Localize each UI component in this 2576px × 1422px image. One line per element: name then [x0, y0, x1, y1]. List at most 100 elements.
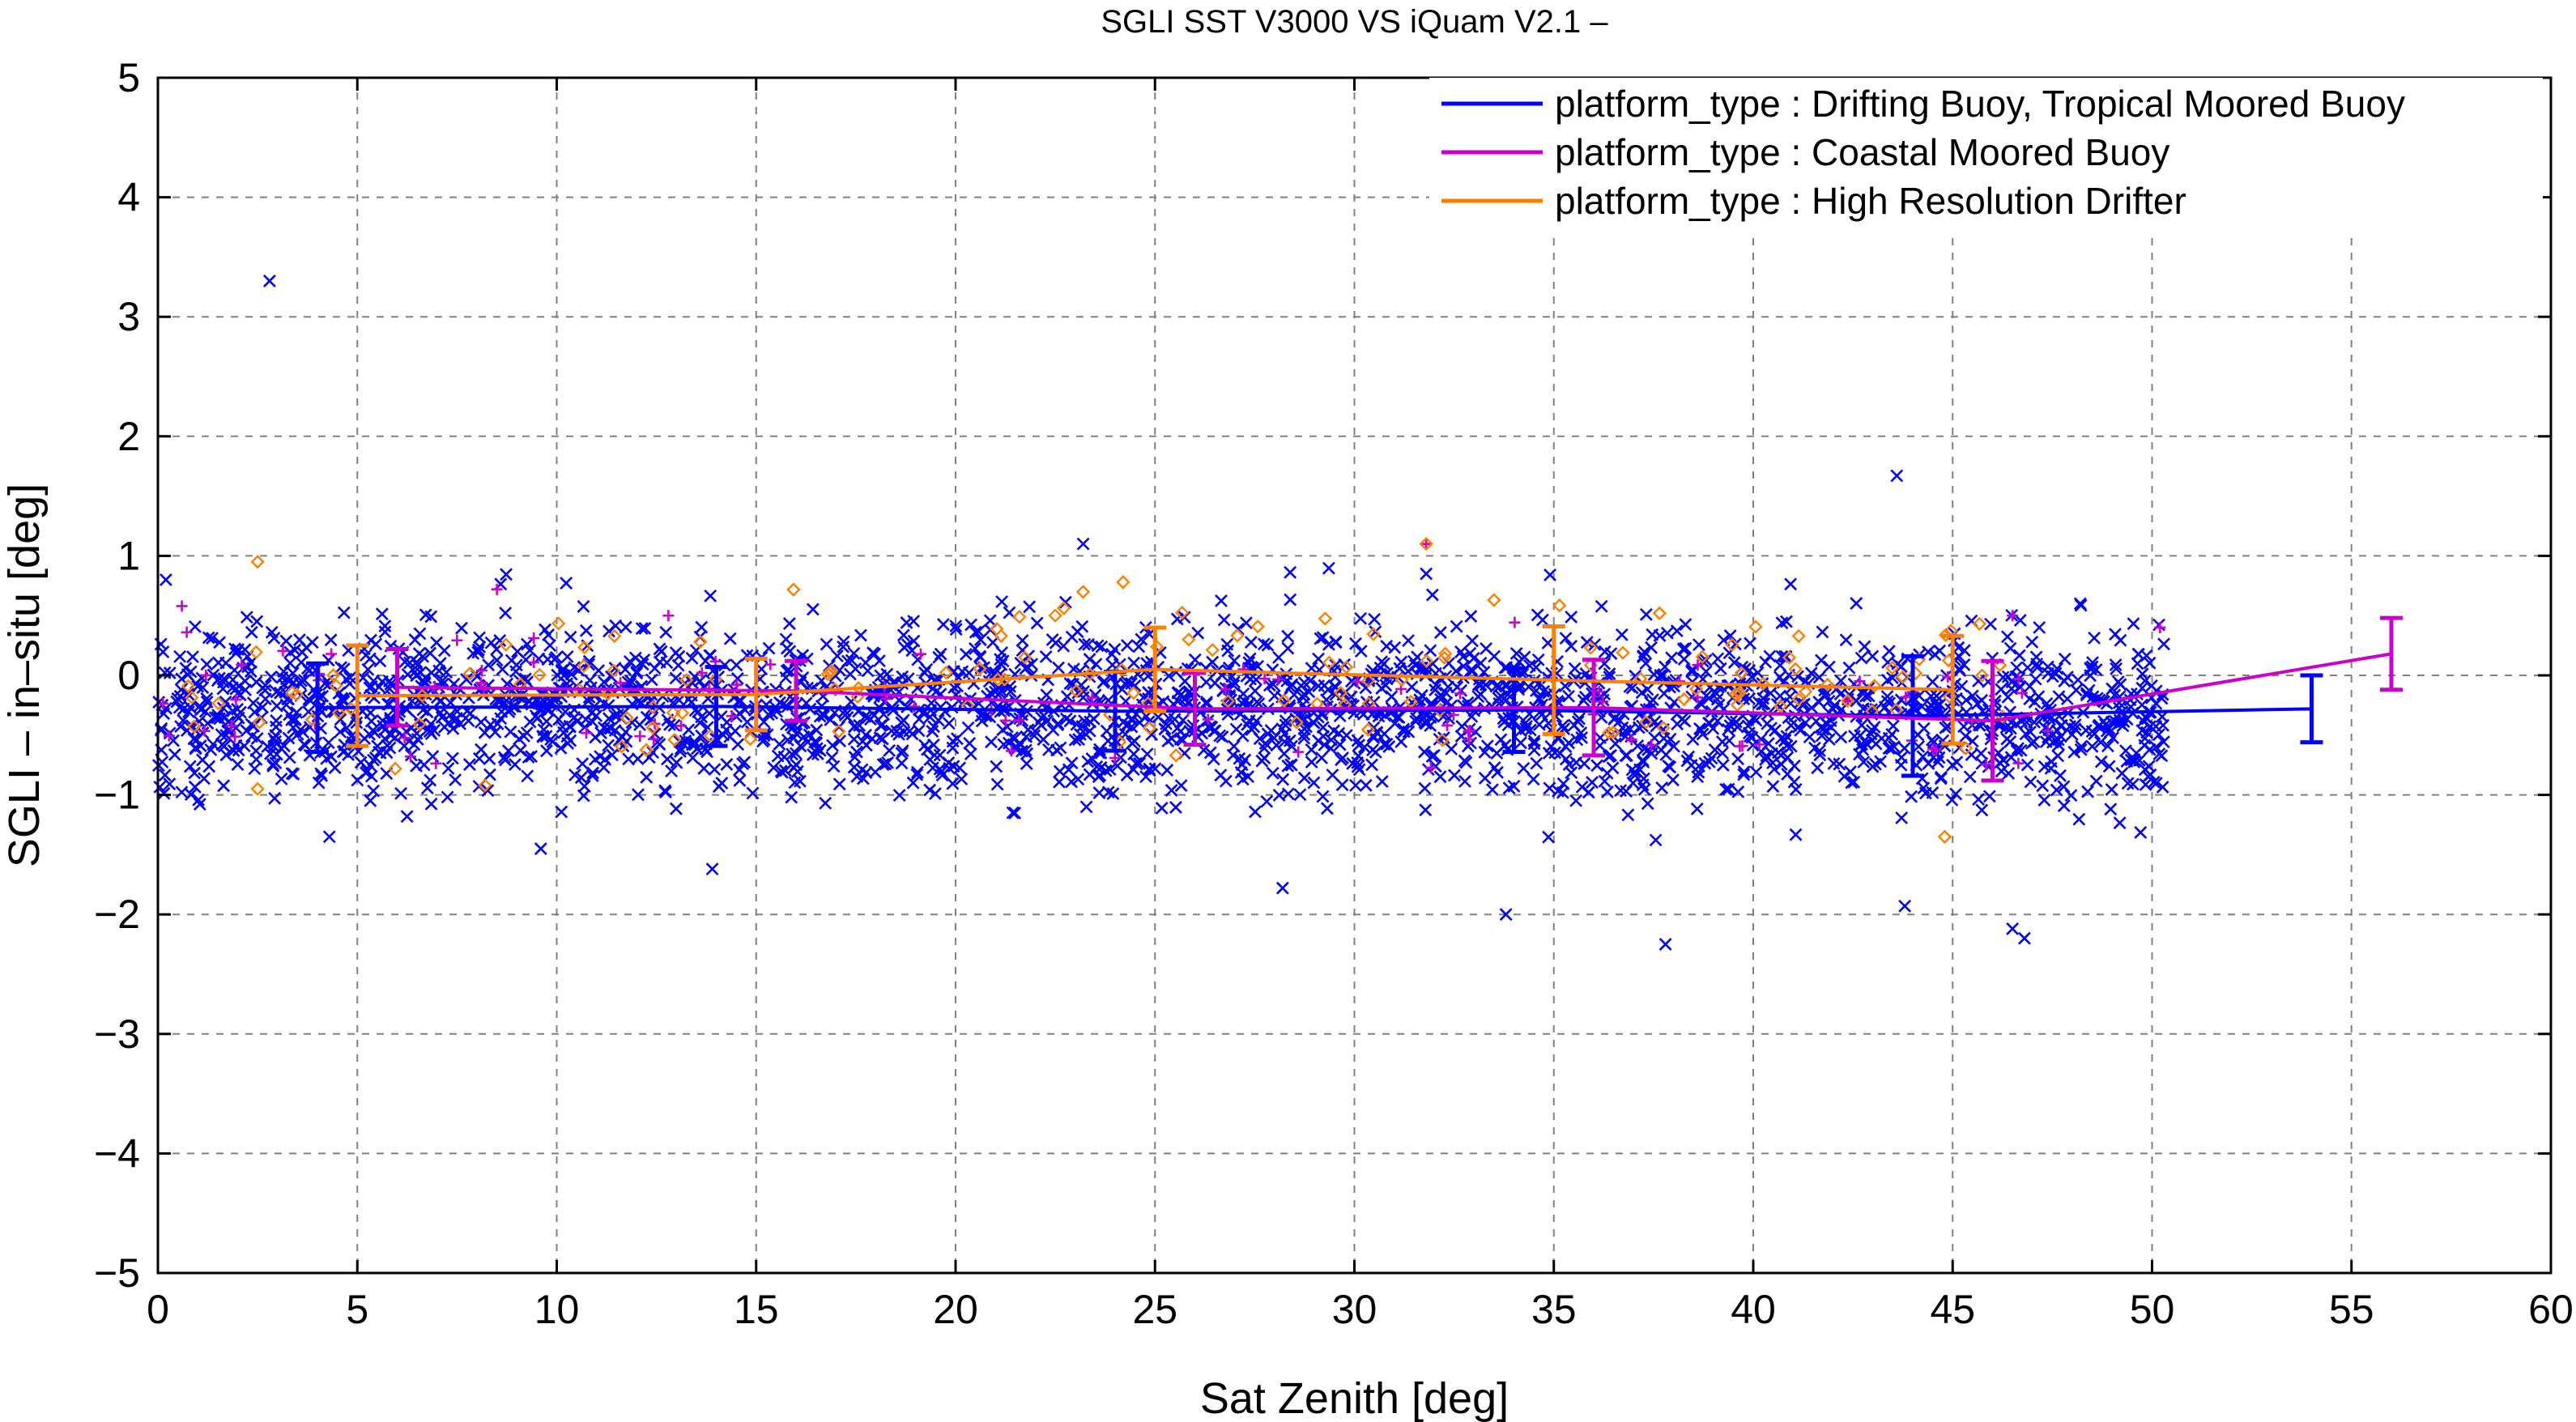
scatter-point	[1847, 775, 1861, 789]
scatter-point	[540, 714, 553, 728]
scatter-point	[2100, 724, 2114, 738]
scatter-point	[1322, 655, 1337, 670]
scatter-point	[1748, 619, 1763, 634]
scatter-point	[1448, 768, 1461, 782]
scatter-point	[1730, 697, 1745, 713]
scatter-point	[1984, 617, 1997, 631]
scatter-point	[740, 715, 754, 729]
scatter-point	[949, 623, 963, 636]
scatter-point	[1100, 724, 1113, 738]
scatter-point	[1957, 720, 1970, 734]
scatter-point	[1639, 657, 1653, 671]
scatter-point	[1419, 654, 1434, 669]
scatter-point	[1360, 674, 1376, 688]
scatter-point	[334, 661, 347, 675]
scatter-point	[1375, 682, 1389, 695]
scatter-point	[1216, 730, 1229, 743]
scatter-point	[1933, 644, 1947, 658]
scatter-point	[1520, 719, 1533, 733]
scatter-point	[1982, 790, 1996, 803]
scatter-point	[1633, 671, 1648, 686]
scatter-point	[1490, 747, 1504, 760]
scatter-point	[1349, 636, 1362, 650]
scatter-point	[1289, 715, 1304, 730]
scatter-point	[513, 743, 527, 757]
scatter-point	[669, 646, 683, 659]
scatter-point	[697, 761, 711, 775]
scatter-point	[675, 720, 687, 732]
scatter-point	[228, 642, 241, 656]
scatter-point	[895, 747, 909, 760]
scatter-point	[232, 643, 245, 656]
scatter-point	[564, 667, 578, 681]
scatter-point	[645, 673, 658, 687]
scatter-point	[648, 733, 660, 745]
scatter-point	[1509, 616, 1521, 628]
scatter-point	[534, 842, 547, 855]
scatter-point	[1174, 779, 1188, 792]
scatter-point	[786, 582, 801, 597]
scatter-point	[1593, 739, 1607, 752]
scatter-point	[2138, 674, 2152, 688]
scatter-point	[827, 760, 841, 773]
scatter-point	[1895, 670, 1910, 684]
scatter-point	[826, 739, 839, 752]
scatter-point	[2054, 768, 2067, 782]
scatter-point	[540, 744, 553, 758]
scatter-point	[632, 788, 645, 802]
scatter-point	[1559, 632, 1573, 645]
scatter-point	[1128, 734, 1142, 748]
scatter-point	[853, 718, 866, 732]
scatter-point	[2109, 658, 2123, 671]
scatter-point	[1339, 660, 1354, 675]
scatter-point	[1005, 745, 1017, 757]
scatter-point	[258, 679, 272, 692]
scatter-point	[1658, 938, 1672, 952]
scatter-point	[1429, 679, 1443, 692]
scatter-point	[231, 758, 245, 772]
scatter-point	[1842, 695, 1854, 707]
scatter-point	[1023, 600, 1037, 614]
scatter-point	[338, 738, 351, 751]
scatter-point	[1886, 719, 1900, 733]
scatter-point	[1827, 756, 1841, 770]
scatter-point	[1281, 787, 1295, 801]
scatter-point	[1636, 778, 1650, 792]
scatter-point	[2017, 931, 2031, 945]
scatter-point	[1354, 611, 1368, 625]
scatter-point	[849, 662, 862, 675]
scatter-point	[986, 636, 999, 649]
scatter-point	[1140, 696, 1156, 711]
scatter-point	[1575, 731, 1589, 744]
scatter-point	[176, 600, 188, 612]
scatter-point	[1377, 657, 1390, 671]
scatter-point	[1012, 610, 1027, 624]
scatter-point	[905, 727, 919, 741]
error-bar	[1582, 658, 1605, 758]
scatter-point	[520, 726, 534, 739]
scatter-point	[1419, 536, 1433, 551]
scatter-point	[789, 747, 803, 760]
scatter-point	[2143, 743, 2157, 756]
scatter-point	[481, 784, 495, 798]
scatter-point	[1820, 723, 1833, 737]
scatter-point	[1780, 615, 1793, 628]
scatter-point	[1458, 774, 1471, 788]
scatter-point	[607, 663, 621, 678]
scatter-point	[1368, 612, 1382, 626]
scatter-point	[662, 610, 675, 622]
scatter-point	[873, 654, 886, 667]
scatter-point	[1773, 699, 1788, 713]
scatter-point	[1931, 755, 1944, 768]
scatter-point	[343, 671, 357, 684]
scatter-point	[730, 672, 744, 685]
y-tick-label: 4	[117, 175, 140, 220]
scatter-point	[1169, 748, 1183, 763]
scatter-point	[1905, 790, 1918, 803]
scatter-point	[828, 682, 842, 696]
scatter-point	[478, 778, 492, 793]
scatter-point	[1339, 729, 1353, 742]
scatter-point	[605, 670, 618, 683]
scatter-point	[1842, 688, 1856, 701]
scatter-point	[2113, 816, 2127, 830]
